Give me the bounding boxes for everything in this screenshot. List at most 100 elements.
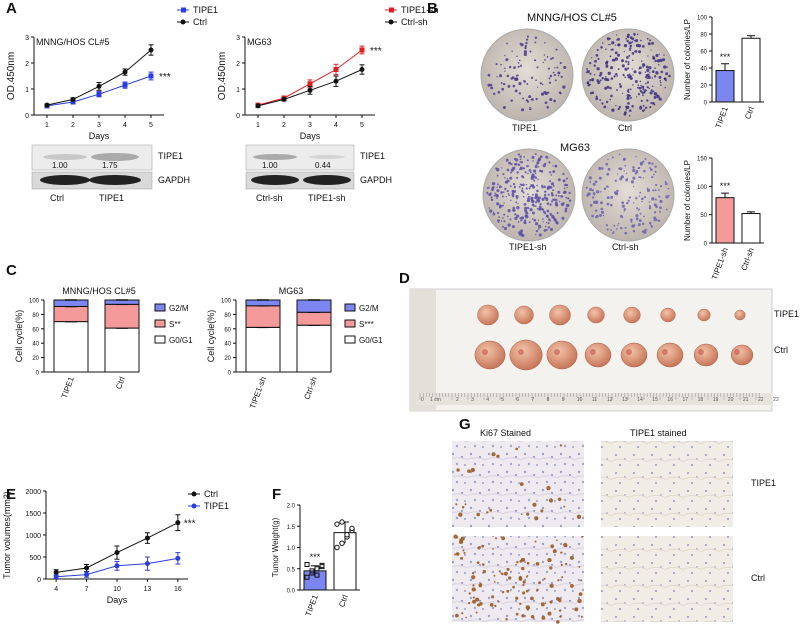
y-tick-label: 80 [700,33,707,39]
colony [498,74,503,78]
tumor-tipe1 [623,306,641,324]
ki67-positive-nucleus [477,546,481,550]
ki67-positive-nucleus [548,498,554,503]
series-line-TIPE1-sh [257,49,363,106]
tumor-tipe1 [697,308,711,322]
colony [517,153,521,156]
legend-swatch [154,303,166,312]
colony [537,199,541,203]
colony [611,48,614,51]
colony [504,67,506,70]
y-tick-label: 1 [25,87,29,94]
colony [530,175,533,178]
colony [627,61,630,63]
ihc-tipe1-tipe1 [601,441,733,527]
colony [651,41,654,45]
ki67-positive-nucleus [467,601,471,605]
colony [652,189,655,192]
colony [543,54,546,56]
colony [497,90,501,94]
ki67-positive-nucleus [576,514,582,520]
colony [591,189,594,192]
colony [651,77,654,79]
colony [617,43,620,47]
colony [527,197,531,200]
colony [635,155,637,158]
colony [557,75,560,77]
ruler-number: 19 [712,397,719,403]
colony [664,86,667,89]
colony [644,89,647,91]
ki67-positive-nucleus [560,551,563,554]
colony [526,35,530,38]
colony [504,177,506,179]
blot-right-lane-1: Ctrl-sh [256,193,283,203]
y-tick-label: 1.0 [287,546,296,552]
colony [589,72,592,75]
bar-Ctrl-sh [741,213,761,244]
x-tick-label: 5 [149,122,153,129]
colony [648,87,650,89]
colony [615,228,618,230]
colony [502,191,505,193]
colony [668,74,671,78]
colony [606,85,610,89]
colony [506,189,509,193]
colony [658,189,660,191]
colony [617,53,620,57]
ki67-positive-nucleus [486,511,489,514]
colony [659,58,663,63]
colony [610,77,614,80]
colony [635,96,638,98]
colony [586,68,588,70]
colony [649,223,652,225]
ki67-positive-nucleus [467,469,471,473]
colony [615,104,617,107]
colony [627,33,630,37]
colony [610,94,613,98]
ki67-positive-nucleus [506,589,510,593]
tumor-tipe1 [514,305,534,325]
colony [534,176,537,179]
tumor-ctrl [620,342,648,368]
ki67-positive-nucleus [549,583,554,588]
ki67-positive-nucleus [559,444,563,447]
colony [646,77,648,80]
colony [537,166,540,168]
colony [664,182,668,186]
blot-right-gapdh-label: GAPDH [360,175,393,185]
colony [531,155,535,159]
colony [524,206,528,210]
colony [498,204,502,208]
legend-marker [388,19,394,25]
colony [639,39,642,42]
ruler-number: 6 [516,397,520,403]
tumor-ctrl [509,339,543,371]
colony [644,76,647,78]
colony [524,46,527,50]
tumor-ctrl [584,342,612,368]
colony [500,191,503,194]
data-point [114,563,120,569]
data-point [314,572,320,578]
colony [648,72,651,74]
ki67-positive-nucleus [559,615,562,618]
ki67-positive-nucleus [526,561,530,565]
colony [595,202,597,204]
y-axis-label: Tumor volumes(mm3) [2,491,12,579]
ki67-positive-nucleus [563,542,568,548]
colony [649,167,651,169]
ihc-row-label-tipe1: TIPE1 [751,478,777,488]
colony [550,192,554,195]
ki67-positive-nucleus [525,605,530,610]
colony [652,56,656,60]
y-tick-label: 500 [29,555,41,562]
colony [518,59,521,62]
colony [659,79,662,82]
colony [653,103,656,106]
x-axis-label: Days [300,131,321,141]
chart-title: MG63 [279,286,304,296]
colony [523,50,527,54]
colony [633,34,636,36]
legend-label: G0/G1 [169,336,193,345]
